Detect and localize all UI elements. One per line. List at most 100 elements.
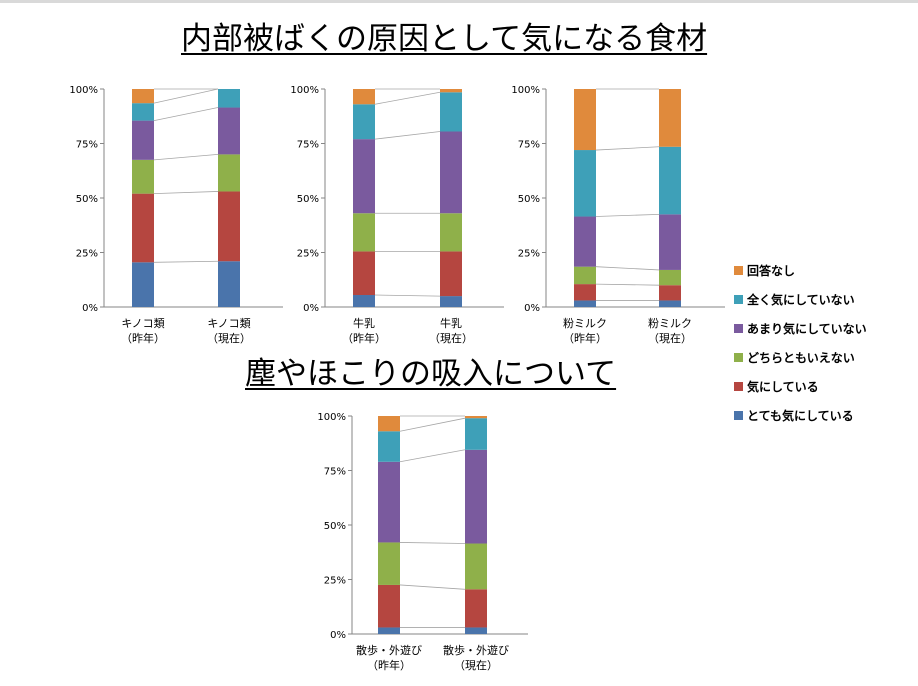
bar-segment [378, 627, 400, 634]
y-tick-label: 25% [324, 576, 346, 587]
bar-segment [378, 461, 400, 543]
legend-label: 回答なし [747, 263, 795, 278]
bar-segment [465, 543, 487, 590]
series-line [153, 260, 219, 263]
bar-segment [378, 584, 400, 628]
series-line [153, 191, 219, 195]
y-tick-label: 75% [518, 140, 540, 151]
legend-swatch [734, 382, 743, 391]
category-label: キノコ類（昨年） [121, 317, 165, 345]
y-tick-label: 0% [330, 630, 346, 641]
legend-label: どちらともいえない [747, 351, 855, 365]
category-label: キノコ類（現在） [207, 317, 251, 345]
bar-segment [659, 300, 681, 307]
bar-segment [465, 627, 487, 634]
series-line [153, 107, 219, 122]
y-tick-label: 0% [303, 303, 319, 314]
series-line [595, 266, 660, 271]
y-tick-label: 100% [69, 85, 98, 96]
legend-swatch [734, 324, 743, 333]
y-tick-label: 25% [518, 249, 540, 260]
bar-segment [353, 89, 375, 105]
series-line [595, 146, 660, 151]
bar-segment [574, 300, 596, 307]
chart-2: 0% 25% 50% 75% 100% 牛乳（昨年） 牛乳（現在） [290, 85, 504, 345]
category-label: 粉ミルク（昨年） [563, 317, 607, 345]
y-tick-label: 25% [297, 249, 319, 260]
category-label: 牛乳（現在） [429, 316, 473, 345]
series-line [399, 584, 466, 590]
bar-segment [440, 213, 462, 252]
y-tick-label: 100% [511, 85, 540, 96]
series-line [399, 542, 466, 544]
bar-segment [465, 416, 487, 419]
bar-segment [574, 284, 596, 301]
chart-4: 0% 25% 50% 75% 100% 散歩・外遊び（昨年） 散歩・外遊び（現在） [317, 412, 528, 672]
legend-label: あまり気にしていない [747, 321, 867, 336]
bar-segment [440, 92, 462, 132]
series-line [399, 449, 466, 463]
bar-segment [353, 295, 375, 307]
bar-segment [132, 262, 154, 307]
legend-swatch [734, 353, 743, 362]
bar-segment [218, 89, 240, 108]
bar-segment [465, 449, 487, 544]
bar-segment [132, 89, 154, 104]
y-tick-label: 50% [76, 194, 98, 205]
legend-label: とても気にしている [747, 408, 854, 423]
bar-segment [465, 589, 487, 628]
bar-segment [218, 191, 240, 262]
y-tick-label: 100% [317, 412, 346, 423]
bar-segment [440, 251, 462, 297]
series-line [595, 283, 660, 286]
legend-swatch [734, 295, 743, 304]
series-line [153, 154, 219, 161]
bar-segment [440, 296, 462, 307]
series-line [374, 91, 441, 105]
bar-segment [659, 89, 681, 147]
y-tick-label: 75% [76, 140, 98, 151]
y-tick-label: 50% [324, 521, 346, 532]
bar-segment [132, 193, 154, 263]
legend-swatch [734, 266, 743, 275]
y-tick-label: 0% [524, 303, 540, 314]
bar-segment [659, 285, 681, 301]
bar-segment [353, 251, 375, 296]
bar-segment [353, 139, 375, 214]
chart-3: 0% 25% 50% 75% 100% 粉ミルク（昨年） 粉ミルク（現在） [511, 85, 725, 345]
category-label: 粉ミルク（現在） [648, 317, 692, 345]
bar-segment [440, 89, 462, 93]
category-label: 散歩・外遊び（現在） [443, 643, 509, 672]
category-label: 牛乳（昨年） [342, 316, 386, 345]
bar-segment [218, 154, 240, 192]
title-dust: 塵やほこりの吸入について [245, 356, 617, 392]
bar-segment [659, 146, 681, 215]
legend-label: 気にしている [747, 379, 819, 394]
bar-segment [218, 261, 240, 307]
y-tick-label: 100% [290, 85, 319, 96]
bar-segment [132, 103, 154, 121]
bar-segment [574, 150, 596, 217]
y-tick-label: 0% [82, 303, 98, 314]
y-tick-label: 75% [297, 140, 319, 151]
bar-segment [659, 214, 681, 270]
bar-segment [378, 431, 400, 462]
chart-1: 0% 25% 50% 75% 100% キノコ類（昨年） キノコ類（現在） [69, 85, 283, 345]
bar-segment [353, 104, 375, 140]
bar-segment [218, 107, 240, 155]
y-tick-label: 75% [324, 467, 346, 478]
legend-swatch [734, 411, 743, 420]
slide-top-rule [0, 0, 918, 3]
series-line [153, 88, 219, 104]
y-tick-label: 50% [297, 194, 319, 205]
series-line [374, 131, 441, 140]
bar-segment [132, 120, 154, 160]
y-tick-label: 50% [518, 194, 540, 205]
bar-segment [378, 542, 400, 585]
series-line [374, 294, 441, 297]
bar-segment [132, 159, 154, 194]
bar-segment [574, 216, 596, 267]
bar-segment [440, 131, 462, 214]
bar-segment [378, 416, 400, 432]
bar-segment [465, 418, 487, 450]
